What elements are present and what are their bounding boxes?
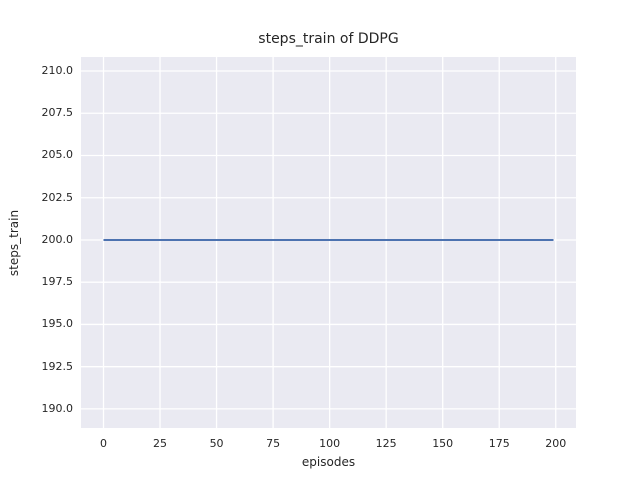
- y-tick-label: 192.5: [41, 359, 74, 373]
- plot-area: [81, 57, 576, 428]
- y-tick-label: 207.5: [41, 106, 74, 120]
- y-tick-label: 205.0: [41, 148, 74, 162]
- chart-title: steps_train of DDPG: [258, 31, 399, 47]
- x-tick-label: 150: [432, 437, 454, 450]
- y-tick-label: 195.0: [41, 317, 74, 331]
- y-tick-label: 210.0: [41, 64, 74, 78]
- x-axis-label: episodes: [301, 455, 356, 469]
- x-tick-label: 175: [488, 437, 510, 450]
- y-axis-label: steps_train: [7, 209, 21, 277]
- y-tick-label: 202.5: [41, 190, 74, 204]
- x-tick-label: 50: [209, 437, 224, 450]
- x-tick-label: 0: [100, 437, 107, 450]
- y-tick-label: 190.0: [41, 401, 74, 415]
- x-tick-label: 100: [319, 437, 341, 450]
- x-tick-label: 125: [375, 437, 397, 450]
- y-tick-label: 197.5: [41, 275, 74, 289]
- y-tick-label: 200.0: [41, 232, 74, 246]
- x-tick-label: 200: [545, 437, 567, 450]
- x-tick-label: 25: [153, 437, 168, 450]
- x-tick-label: 75: [266, 437, 281, 450]
